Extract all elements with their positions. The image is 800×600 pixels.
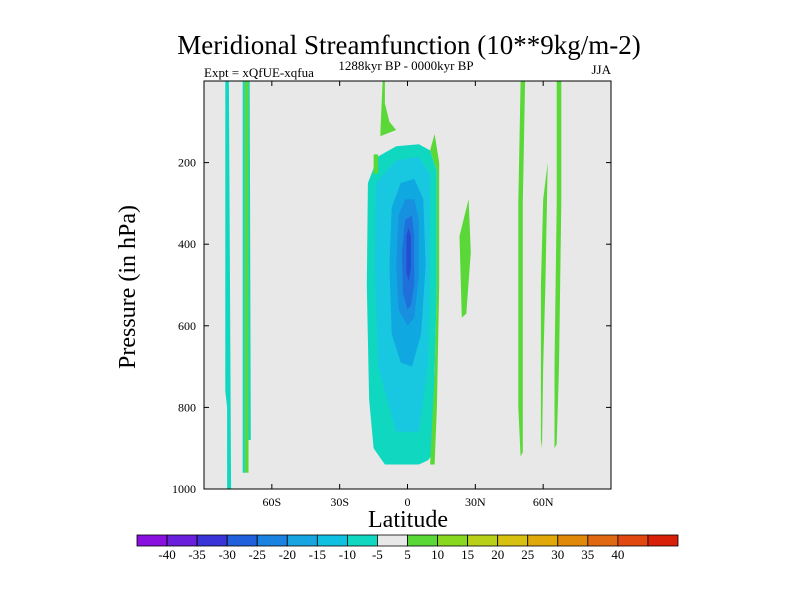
x-axis-label: Latitude xyxy=(368,507,448,533)
chart-subtitle-left: Expt = xQfUE-xqfua xyxy=(204,65,314,80)
colorbar-label-0: -40 xyxy=(158,547,175,562)
colorbar-label-10: 15 xyxy=(461,547,474,562)
colorbar-label-12: 25 xyxy=(521,547,534,562)
y-tick-label-2: 600 xyxy=(178,319,196,333)
chart-title: Meridional Streamfunction (10**9kg/m-2) xyxy=(177,30,640,60)
colorbar-label-6: -10 xyxy=(339,547,356,562)
x-tick-label-1: 30S xyxy=(330,495,349,509)
y-axis: 200 400 600 800 1000 xyxy=(172,156,611,496)
colorbar-swatch-1 xyxy=(166,534,198,547)
colorbar-label-14: 35 xyxy=(581,547,594,562)
contour-region-3 xyxy=(248,81,251,440)
colorbar-swatch-4 xyxy=(256,534,288,547)
x-tick-label-3: 30N xyxy=(465,495,486,509)
contour-region-16 xyxy=(554,81,562,449)
contour-region-1 xyxy=(242,81,245,473)
colorbar-swatch-9 xyxy=(407,534,438,547)
colorbar-label-11: 20 xyxy=(491,547,504,562)
contour-region-2 xyxy=(244,81,249,473)
colorbar-label-4: -20 xyxy=(279,547,296,562)
colorbar-swatch-11 xyxy=(467,534,499,547)
colorbar-label-15: 40 xyxy=(611,547,624,562)
colorbar-swatch-7 xyxy=(346,534,378,547)
colorbar-label-13: 30 xyxy=(551,547,564,562)
colorbar-label-2: -30 xyxy=(219,547,236,562)
y-tick-label-1: 400 xyxy=(178,237,196,251)
colorbar-swatch-6 xyxy=(316,534,348,547)
contour-region-13 xyxy=(459,199,471,318)
colorbar-swatch-12 xyxy=(497,534,529,547)
x-tick-label-2: 0 xyxy=(405,495,411,509)
colorbar-swatch-16 xyxy=(617,534,649,547)
colorbar-swatch-15 xyxy=(587,534,619,547)
colorbar-swatch-0 xyxy=(136,534,168,547)
colorbar-label-8: 5 xyxy=(404,547,411,562)
y-axis-label: Pressure (in hPa) xyxy=(115,205,141,369)
contour-region-14 xyxy=(518,81,526,457)
y-tick-label-4: 1000 xyxy=(172,482,196,496)
colorbar-swatch-2 xyxy=(196,534,228,547)
colorbar xyxy=(136,534,679,547)
y-tick-label-0: 200 xyxy=(178,156,196,170)
contour-region-0 xyxy=(225,81,232,489)
colorbar-label-3: -25 xyxy=(249,547,266,562)
colorbar-swatch-17 xyxy=(647,534,679,547)
chart-subtitle-right: JJA xyxy=(591,62,611,77)
colorbar-swatch-14 xyxy=(557,534,589,547)
colorbar-label-7: -5 xyxy=(372,547,383,562)
contour-region-15 xyxy=(540,162,548,449)
x-tick-label-0: 60S xyxy=(262,495,281,509)
colorbar-label-5: -15 xyxy=(309,547,326,562)
colorbar-labels: -40 -35 -30 -25 -20 -15 -10 -5 5 10 15 20 25 30 35 40 xyxy=(158,547,624,562)
colorbar-swatch-10 xyxy=(437,534,469,547)
colorbar-swatch-8 xyxy=(377,534,408,547)
x-axis: 60S 30S 0 30N 60N xyxy=(262,81,554,509)
contour-region-9 xyxy=(406,227,411,281)
colorbar-swatch-13 xyxy=(527,534,559,547)
contour-regions xyxy=(225,81,562,489)
colorbar-swatch-3 xyxy=(226,534,258,547)
x-tick-label-4: 60N xyxy=(533,495,554,509)
contour-region-11 xyxy=(380,81,397,137)
colorbar-label-9: 10 xyxy=(431,547,444,562)
chart-subtitle-center: 1288kyr BP - 0000kyr BP xyxy=(338,58,473,73)
y-tick-label-3: 800 xyxy=(178,400,196,414)
contour-region-12 xyxy=(373,154,379,175)
colorbar-swatch-5 xyxy=(286,534,318,547)
contour-region-10 xyxy=(430,134,440,465)
colorbar-label-1: -35 xyxy=(188,547,205,562)
